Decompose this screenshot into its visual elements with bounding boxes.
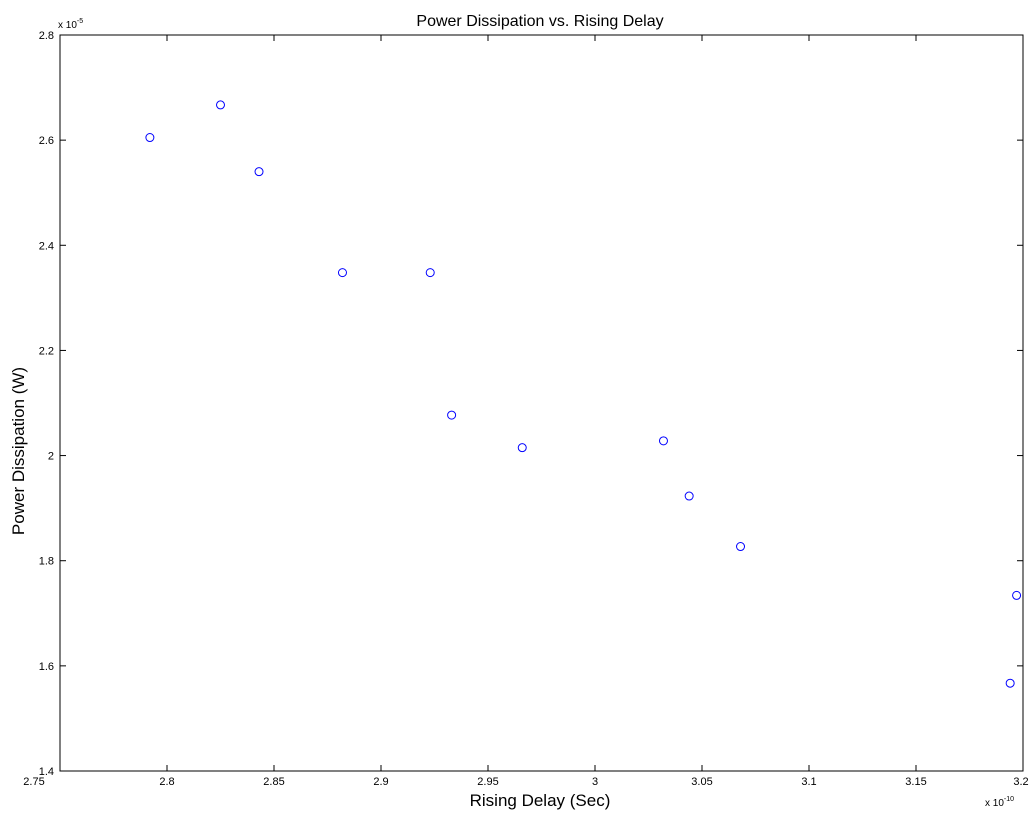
data-point <box>658 436 668 446</box>
y-tick-label: 1.4 <box>39 766 54 778</box>
x-multiplier-exponent: -10 <box>1004 796 1014 803</box>
y-axis-multiplier: x 10-5 <box>58 18 83 31</box>
y-multiplier-exponent: -5 <box>77 18 83 25</box>
tick-marks <box>59 34 1024 772</box>
x-axis-label: Rising Delay (Sec) <box>470 791 611 810</box>
y-tick-label: 1.6 <box>39 661 54 673</box>
y-tick-label: 1.8 <box>39 556 54 568</box>
data-point <box>1012 590 1022 600</box>
y-tick-label: 2.4 <box>39 240 54 252</box>
x-multiplier-base: x 10 <box>985 798 1004 809</box>
data-point <box>425 268 435 278</box>
x-tick-label: 3.2 <box>1013 776 1028 788</box>
y-tick-label: 2.6 <box>39 135 54 147</box>
x-tick-label: 3.15 <box>905 776 926 788</box>
x-axis-multiplier: x 10-10 <box>985 796 1014 809</box>
data-point <box>216 100 225 110</box>
data-point <box>1005 678 1015 688</box>
x-tick-label: 2.9 <box>373 776 388 788</box>
x-tick-label: 3.1 <box>801 776 816 788</box>
chart-title: Power Dissipation vs. Rising Delay <box>416 13 663 30</box>
y-axis-label: Power Dissipation (W) <box>9 367 28 535</box>
x-tick-label: 2.8 <box>159 776 174 788</box>
y-tick-label: 2 <box>48 451 54 463</box>
data-point <box>517 443 527 453</box>
data-point <box>447 410 457 420</box>
y-tick-label: 2.8 <box>39 30 54 42</box>
x-tick-label: 2.95 <box>477 776 498 788</box>
data-point <box>254 167 264 177</box>
x-tick-label: 2.85 <box>263 776 284 788</box>
x-tick-label: 2.75 <box>23 776 44 788</box>
y-tick-labels: 1.4 1.6 1.8 2 2.2 2.4 2.6 2.8 <box>39 30 54 778</box>
x-tick-label: 3 <box>592 776 598 788</box>
y-tick-label: 2.2 <box>39 345 54 357</box>
x-tick-label: 3.05 <box>691 776 712 788</box>
plot-area <box>59 34 1024 772</box>
y-multiplier-base: x 10 <box>58 20 77 31</box>
x-tick-labels: 2.75 2.8 2.85 2.9 2.95 3 3.05 3.1 3.15 3.2 <box>23 776 1028 788</box>
data-markers <box>145 100 1022 688</box>
data-point <box>736 542 746 552</box>
data-point <box>337 268 347 278</box>
data-point <box>684 491 694 501</box>
data-point <box>145 133 155 143</box>
